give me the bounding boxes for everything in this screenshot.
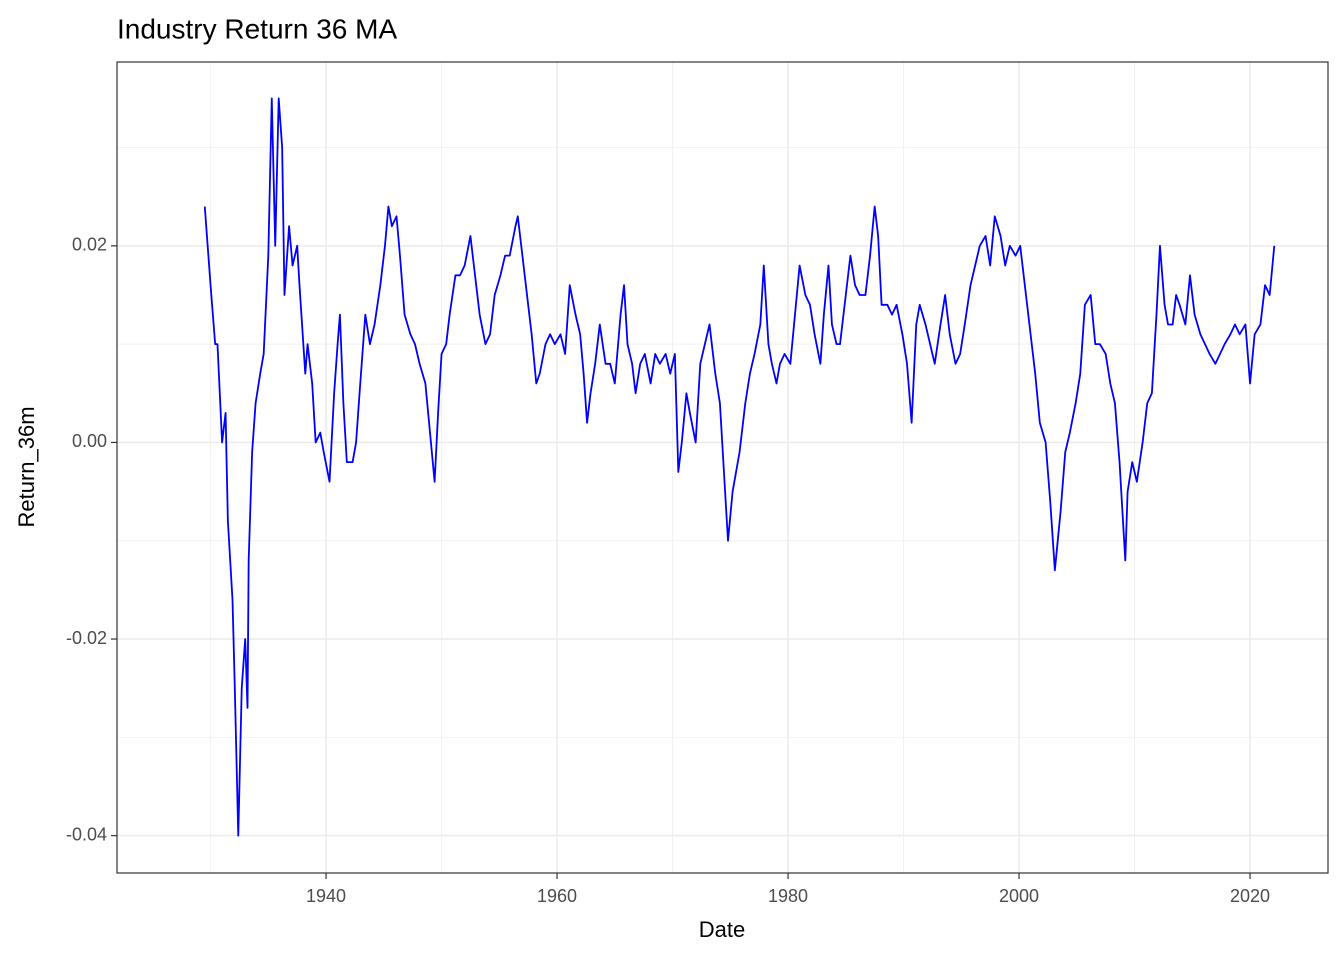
y-axis-title: Return_36m <box>14 406 39 527</box>
y-tick-label: 0.02 <box>72 235 107 255</box>
x-tick-label: 1960 <box>537 886 577 906</box>
x-tick-label: 1940 <box>306 886 346 906</box>
data-line <box>203 97 1276 837</box>
y-tick-label: -0.04 <box>66 824 107 844</box>
x-axis-title: Date <box>699 917 745 942</box>
x-tick-label: 2000 <box>999 886 1039 906</box>
y-tick-label: -0.02 <box>66 628 107 648</box>
x-tick-label: 2020 <box>1230 886 1270 906</box>
panel-border <box>116 61 1329 874</box>
chart-title: Industry Return 36 MA <box>117 13 397 44</box>
x-tick-label: 1980 <box>768 886 808 906</box>
y-tick-label: 0.00 <box>72 431 107 451</box>
